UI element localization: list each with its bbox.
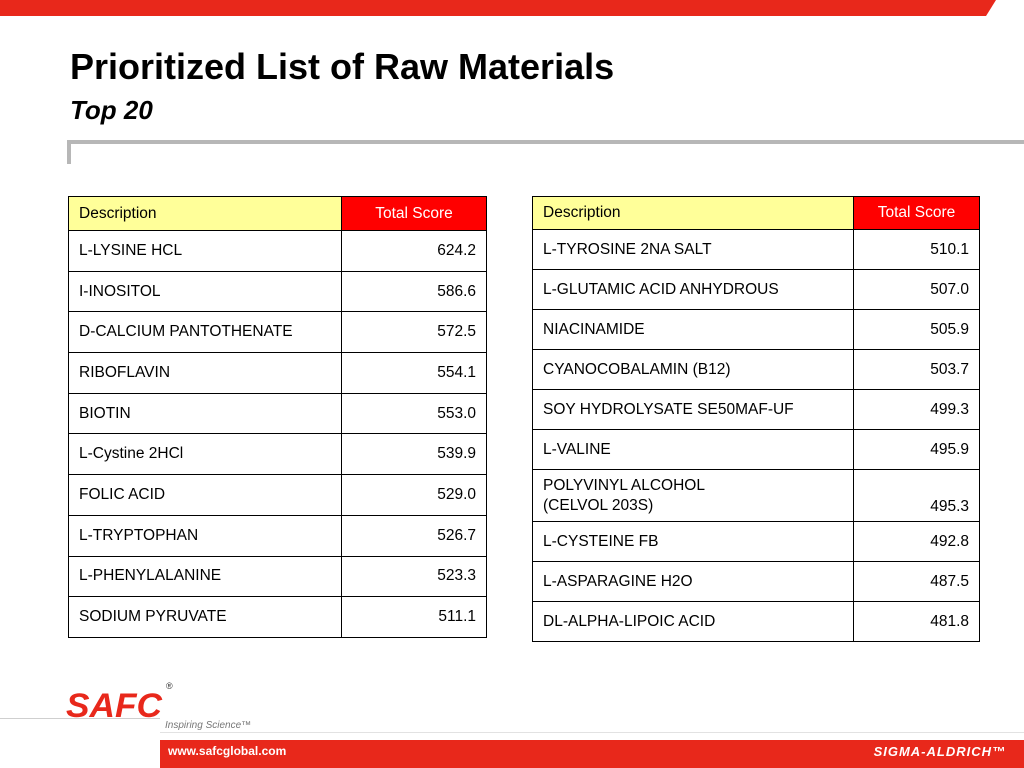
footer-divider bbox=[0, 718, 160, 719]
material-description: BIOTIN bbox=[68, 392, 342, 435]
material-description: SODIUM PYRUVATE bbox=[68, 596, 342, 638]
page-subtitle: Top 20 bbox=[70, 95, 153, 125]
material-description: L-Cystine 2HCl bbox=[68, 433, 342, 476]
material-score: 510.1 bbox=[853, 229, 980, 270]
material-score: 624.2 bbox=[341, 230, 487, 272]
material-score: 492.8 bbox=[853, 521, 980, 562]
material-description: L-GLUTAMIC ACID ANHYDROUS bbox=[532, 269, 854, 310]
table-row: POLYVINYL ALCOHOL (CELVOL 203S) 495.3 bbox=[532, 469, 980, 522]
material-description: D-CALCIUM PANTOTHENATE bbox=[68, 311, 342, 354]
material-description: I-INOSITOL bbox=[68, 270, 342, 313]
column-header-total-score: Total Score bbox=[853, 196, 980, 230]
material-description: L-TRYPTOPHAN bbox=[68, 514, 342, 557]
table-row: FOLIC ACID 529.0 bbox=[68, 474, 487, 516]
material-score: 487.5 bbox=[853, 561, 980, 602]
material-score: 523.3 bbox=[341, 555, 487, 598]
table-row: CYANOCOBALAMIN (B12) 503.7 bbox=[532, 349, 980, 390]
material-score: 511.1 bbox=[341, 596, 487, 638]
table-row: L-LYSINE HCL 624.2 bbox=[68, 230, 487, 272]
footer-divider-right bbox=[160, 732, 1024, 733]
material-description: L-PHENYLALANINE bbox=[68, 555, 342, 598]
tagline: Inspiring Science™ bbox=[165, 720, 252, 731]
material-description: L-CYSTEINE FB bbox=[532, 521, 854, 562]
table-row: L-Cystine 2HCl 539.9 bbox=[68, 433, 487, 476]
table-row: DL-ALPHA-LIPOIC ACID 481.8 bbox=[532, 601, 980, 642]
material-score: 553.0 bbox=[341, 392, 487, 435]
material-description: L-ASPARAGINE H2O bbox=[532, 561, 854, 602]
header-divider bbox=[67, 140, 1024, 144]
safc-logo: SAFC ® bbox=[66, 681, 173, 724]
safc-logo-icon: SAFC bbox=[66, 687, 162, 724]
table-row: L-TRYPTOPHAN 526.7 bbox=[68, 514, 487, 557]
table-row: RIBOFLAVIN 554.1 bbox=[68, 352, 487, 394]
material-score: 572.5 bbox=[341, 311, 487, 354]
material-score: 481.8 bbox=[853, 601, 980, 642]
table-row: L-VALINE 495.9 bbox=[532, 429, 980, 470]
material-description: RIBOFLAVIN bbox=[68, 352, 342, 394]
material-description: L-LYSINE HCL bbox=[68, 230, 342, 272]
material-score: 499.3 bbox=[853, 389, 980, 430]
top-accent-bar bbox=[0, 0, 996, 16]
registered-mark: ® bbox=[166, 681, 173, 691]
material-description: L-TYROSINE 2NA SALT bbox=[532, 229, 854, 270]
column-header-description: Description bbox=[68, 196, 342, 231]
sigma-aldrich-brand: SIGMA-ALDRICH™ bbox=[873, 744, 1006, 759]
column-header-total-score: Total Score bbox=[341, 196, 487, 231]
material-score: 539.9 bbox=[341, 433, 487, 476]
page-title: Prioritized List of Raw Materials bbox=[70, 46, 615, 87]
table-row: SODIUM PYRUVATE 511.1 bbox=[68, 596, 487, 638]
table-row: L-PHENYLALANINE 523.3 bbox=[68, 555, 487, 598]
table-header-row: Description Total Score bbox=[68, 196, 487, 231]
table-row: BIOTIN 553.0 bbox=[68, 392, 487, 435]
material-score: 526.7 bbox=[341, 514, 487, 557]
material-description: POLYVINYL ALCOHOL (CELVOL 203S) bbox=[532, 469, 854, 522]
header-divider-tick bbox=[67, 140, 71, 164]
table-row: SOY HYDROLYSATE SE50MAF-UF 499.3 bbox=[532, 389, 980, 430]
table-row: L-GLUTAMIC ACID ANHYDROUS 507.0 bbox=[532, 269, 980, 310]
material-score: 505.9 bbox=[853, 309, 980, 350]
material-description: DL-ALPHA-LIPOIC ACID bbox=[532, 601, 854, 642]
materials-table-right: Description Total Score L-TYROSINE 2NA S… bbox=[532, 196, 980, 642]
material-description: L-VALINE bbox=[532, 429, 854, 470]
material-score: 554.1 bbox=[341, 352, 487, 394]
table-row: L-TYROSINE 2NA SALT 510.1 bbox=[532, 229, 980, 270]
material-score: 529.0 bbox=[341, 474, 487, 516]
material-score: 495.3 bbox=[853, 469, 980, 522]
material-score: 503.7 bbox=[853, 349, 980, 390]
website-link[interactable]: www.safcglobal.com bbox=[168, 744, 287, 758]
table-row: I-INOSITOL 586.6 bbox=[68, 270, 487, 313]
column-header-description: Description bbox=[532, 196, 854, 230]
material-score: 495.9 bbox=[853, 429, 980, 470]
logo-wordmark: SAFC bbox=[66, 687, 162, 724]
table-header-row: Description Total Score bbox=[532, 196, 980, 230]
table-row: L-CYSTEINE FB 492.8 bbox=[532, 521, 980, 562]
material-description: CYANOCOBALAMIN (B12) bbox=[532, 349, 854, 390]
material-description: FOLIC ACID bbox=[68, 474, 342, 516]
table-row: L-ASPARAGINE H2O 487.5 bbox=[532, 561, 980, 602]
table-row: NIACINAMIDE 505.9 bbox=[532, 309, 980, 350]
material-description: NIACINAMIDE bbox=[532, 309, 854, 350]
footer-bar bbox=[160, 740, 1024, 768]
table-row: D-CALCIUM PANTOTHENATE 572.5 bbox=[68, 311, 487, 354]
material-score: 586.6 bbox=[341, 270, 487, 313]
material-score: 507.0 bbox=[853, 269, 980, 310]
material-description: SOY HYDROLYSATE SE50MAF-UF bbox=[532, 389, 854, 430]
materials-table-left: Description Total Score L-LYSINE HCL 624.… bbox=[68, 196, 487, 638]
